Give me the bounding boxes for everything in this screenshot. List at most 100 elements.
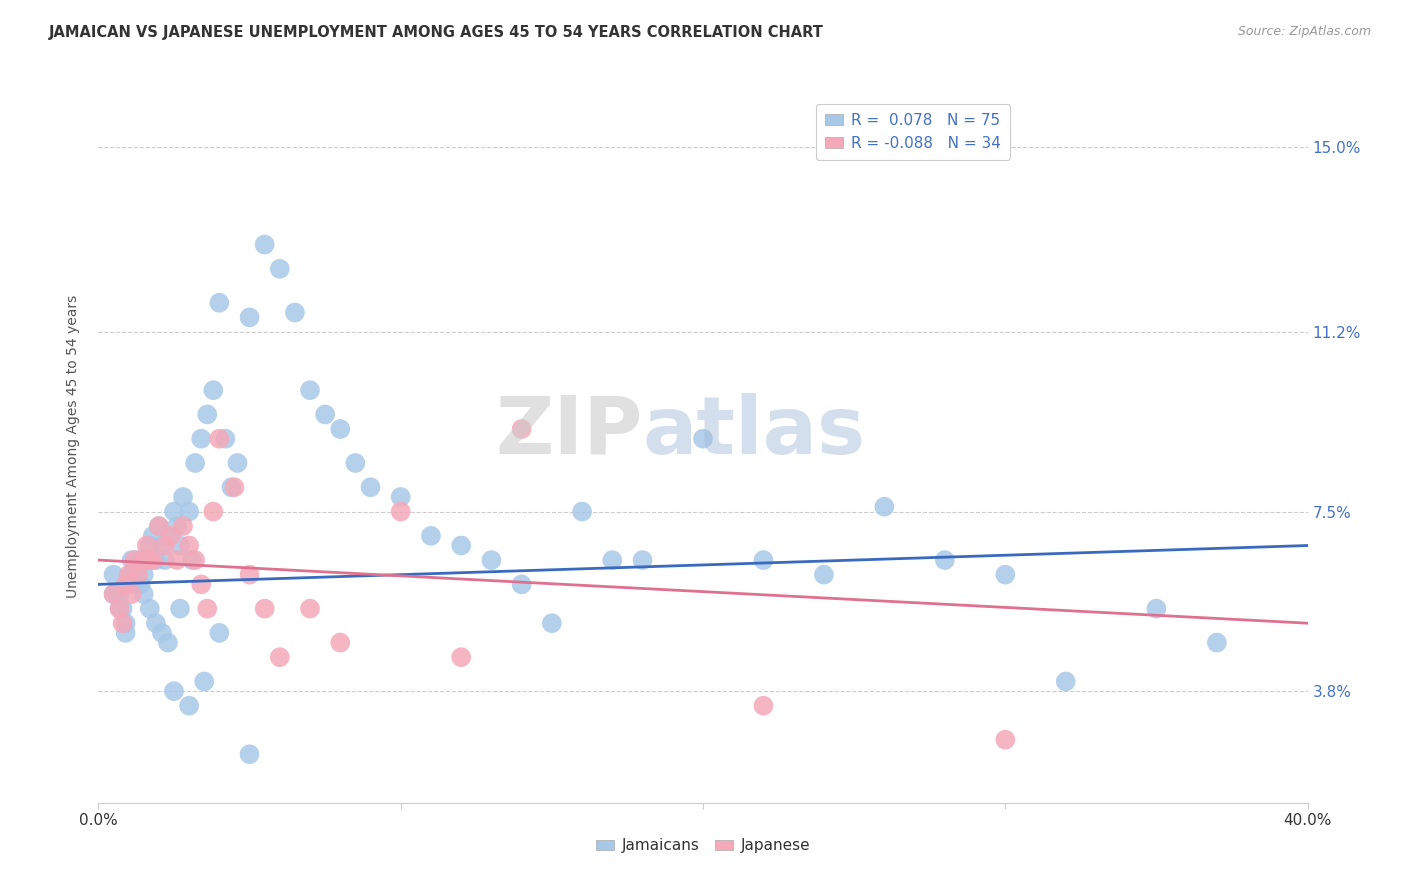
Point xyxy=(166,519,188,533)
Point xyxy=(389,504,412,518)
Point xyxy=(127,553,149,567)
Point xyxy=(752,553,775,567)
Point xyxy=(135,553,157,567)
Point xyxy=(121,587,143,601)
Point xyxy=(389,490,412,504)
Point xyxy=(692,432,714,446)
Point xyxy=(284,305,307,319)
Point xyxy=(160,529,183,543)
Point xyxy=(150,539,173,553)
Point xyxy=(156,635,179,649)
Point xyxy=(269,261,291,276)
Point xyxy=(103,587,125,601)
Point xyxy=(166,553,188,567)
Point xyxy=(329,635,352,649)
Point xyxy=(239,567,262,582)
Point xyxy=(314,408,336,422)
Y-axis label: Unemployment Among Ages 45 to 54 years: Unemployment Among Ages 45 to 54 years xyxy=(66,294,80,598)
Point xyxy=(121,567,143,582)
Point xyxy=(1206,635,1229,649)
Point xyxy=(114,577,136,591)
Point xyxy=(450,650,472,665)
Point xyxy=(1054,674,1077,689)
Point xyxy=(132,587,155,601)
Point xyxy=(163,504,186,518)
Point xyxy=(1144,601,1167,615)
Point xyxy=(124,567,146,582)
Point xyxy=(540,616,562,631)
Point xyxy=(132,553,155,567)
Point xyxy=(132,567,155,582)
Point xyxy=(108,587,131,601)
Point xyxy=(163,684,186,698)
Point xyxy=(873,500,896,514)
Point xyxy=(142,553,165,567)
Point xyxy=(181,553,204,567)
Point xyxy=(208,432,231,446)
Point xyxy=(118,577,141,591)
Point xyxy=(103,587,125,601)
Point xyxy=(344,456,367,470)
Point xyxy=(172,519,194,533)
Point xyxy=(269,650,291,665)
Point xyxy=(195,601,218,615)
Point xyxy=(253,601,276,615)
Point xyxy=(510,422,533,436)
Text: Source: ZipAtlas.com: Source: ZipAtlas.com xyxy=(1237,25,1371,38)
Point xyxy=(994,567,1017,582)
Point xyxy=(114,616,136,631)
Point xyxy=(752,698,775,713)
Point xyxy=(127,577,149,591)
Point xyxy=(299,601,322,615)
Point xyxy=(602,553,624,567)
Point xyxy=(934,553,956,567)
Point xyxy=(420,529,443,543)
Point xyxy=(184,553,207,567)
Point xyxy=(571,504,593,518)
Point xyxy=(184,456,207,470)
Point xyxy=(114,626,136,640)
Point xyxy=(148,519,170,533)
Point xyxy=(226,456,249,470)
Point xyxy=(510,577,533,591)
Point xyxy=(195,408,218,422)
Point xyxy=(202,383,225,397)
Point xyxy=(813,567,835,582)
Point xyxy=(135,539,157,553)
Point xyxy=(169,539,191,553)
Text: JAMAICAN VS JAPANESE UNEMPLOYMENT AMONG AGES 45 TO 54 YEARS CORRELATION CHART: JAMAICAN VS JAPANESE UNEMPLOYMENT AMONG … xyxy=(49,25,824,40)
Point xyxy=(208,626,231,640)
Point xyxy=(481,553,503,567)
Point xyxy=(202,504,225,518)
Point xyxy=(450,539,472,553)
Point xyxy=(139,601,162,615)
Point xyxy=(111,601,134,615)
Point xyxy=(224,480,246,494)
Point xyxy=(179,539,201,553)
Point xyxy=(124,553,146,567)
Point xyxy=(145,553,167,567)
Point xyxy=(139,553,162,567)
Point xyxy=(108,601,131,615)
Point xyxy=(150,626,173,640)
Point xyxy=(142,529,165,543)
Point xyxy=(139,539,162,553)
Point xyxy=(172,490,194,504)
Point xyxy=(190,577,212,591)
Point xyxy=(118,567,141,582)
Point xyxy=(239,310,262,325)
Point xyxy=(360,480,382,494)
Point xyxy=(121,553,143,567)
Point xyxy=(299,383,322,397)
Point xyxy=(111,616,134,631)
Point xyxy=(994,732,1017,747)
Point xyxy=(214,432,236,446)
Point xyxy=(193,674,215,689)
Text: atlas: atlas xyxy=(643,392,866,471)
Point xyxy=(190,432,212,446)
Legend: Jamaicans, Japanese: Jamaicans, Japanese xyxy=(589,832,817,859)
Point xyxy=(145,616,167,631)
Point xyxy=(239,747,262,762)
Text: ZIP: ZIP xyxy=(495,392,643,471)
Point xyxy=(208,295,231,310)
